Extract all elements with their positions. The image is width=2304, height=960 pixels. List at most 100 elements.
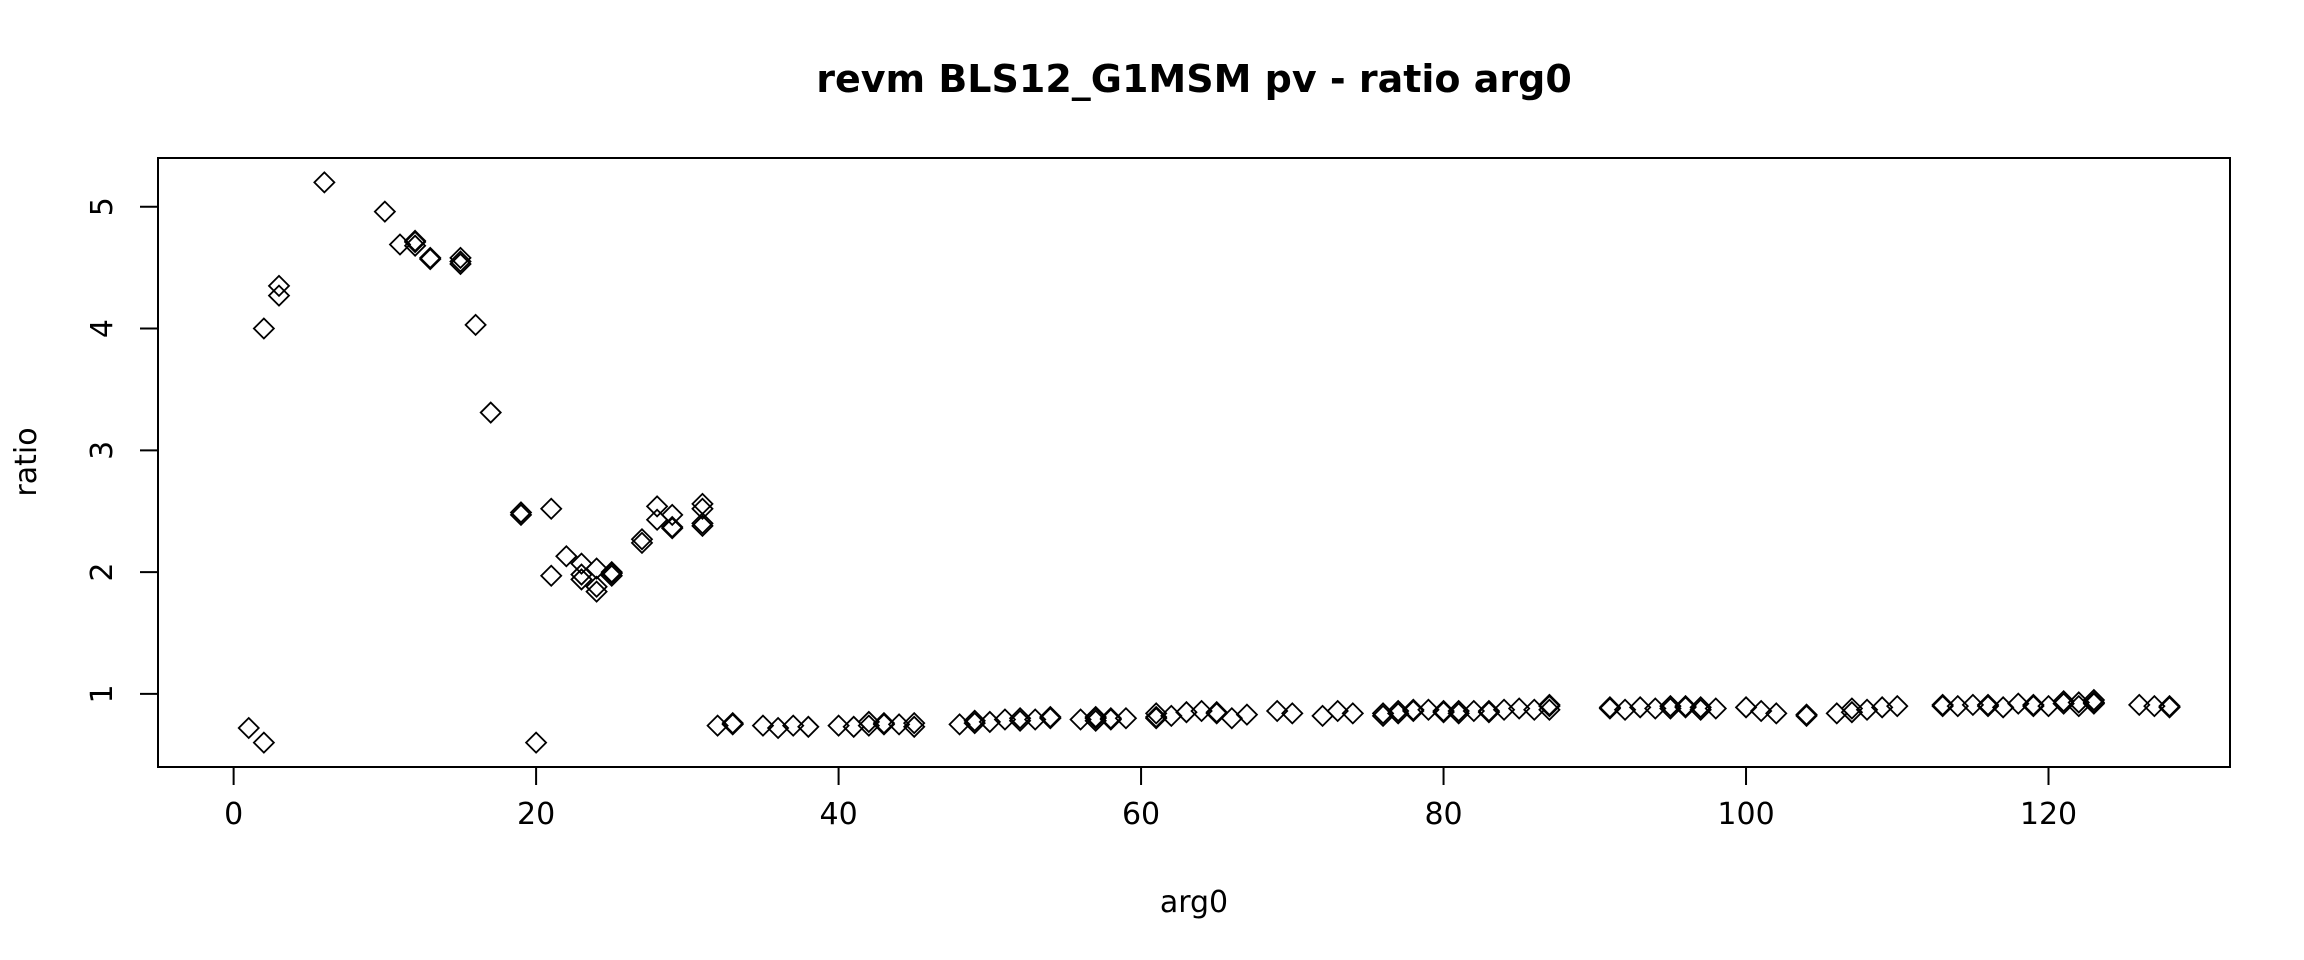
data-point: [857, 710, 881, 734]
data-points: [237, 171, 2181, 754]
data-point: [630, 531, 654, 555]
data-point: [403, 234, 427, 257]
data-point: [691, 497, 714, 521]
data-point: [600, 562, 623, 585]
data-point: [2006, 692, 2030, 715]
y-tick-label: 3: [85, 441, 120, 460]
data-point: [2082, 688, 2106, 712]
data-point: [1326, 699, 1349, 723]
data-point: [524, 731, 548, 754]
data-point: [1538, 693, 1561, 717]
data-point: [1689, 696, 1712, 719]
y-axis: 1 2 3 4 5: [85, 197, 159, 703]
data-point: [1598, 697, 1622, 720]
data-point: [555, 545, 578, 568]
data-point: [1538, 698, 1561, 722]
data-point: [539, 497, 563, 521]
data-point: [600, 564, 623, 588]
data-point: [539, 564, 563, 588]
data-point: [1008, 707, 1032, 730]
data-point: [872, 713, 896, 736]
data-point: [418, 246, 442, 270]
data-point: [1704, 697, 1728, 720]
data-point: [1795, 703, 1818, 726]
data-point: [2082, 692, 2106, 715]
data-point: [721, 713, 744, 736]
data-point: [1099, 707, 1123, 730]
data-point: [479, 401, 503, 424]
y-tick-label: 5: [85, 197, 120, 216]
data-point: [252, 317, 276, 340]
data-point: [902, 711, 926, 735]
x-tick-label: 80: [1424, 797, 1462, 832]
x-tick-label: 60: [1122, 797, 1160, 832]
data-point: [509, 501, 533, 524]
data-point: [660, 503, 684, 527]
x-tick-label: 20: [517, 797, 555, 832]
x-tick-label: 100: [1717, 797, 1774, 832]
x-tick-label: 0: [224, 797, 243, 832]
data-point: [1114, 707, 1138, 730]
data-point: [1447, 699, 1470, 723]
data-point: [827, 714, 850, 737]
x-tick-label: 120: [2020, 797, 2077, 832]
data-point: [1084, 705, 1107, 729]
data-point: [313, 171, 336, 194]
data-point: [1885, 694, 1909, 718]
data-point: [1507, 697, 1531, 720]
data-point: [585, 575, 608, 599]
data-point: [1795, 704, 1818, 728]
data-point: [509, 503, 533, 527]
data-point: [585, 580, 608, 603]
data-point: [267, 274, 291, 298]
x-tick-label: 40: [819, 797, 857, 832]
data-point: [2158, 694, 2181, 718]
data-point: [1931, 694, 1954, 718]
data-point: [1734, 696, 1758, 719]
chart-title: revm BLS12_G1MSM pv - ratio arg0: [816, 57, 1572, 101]
data-point: [1341, 702, 1365, 725]
data-point: [1190, 699, 1213, 723]
data-point: [2022, 694, 2045, 718]
data-point: [660, 515, 684, 539]
data-point: [1961, 693, 1985, 717]
data-point: [630, 527, 654, 551]
data-point: [1235, 703, 1259, 726]
data-point: [1205, 702, 1228, 725]
data-point: [1039, 705, 1062, 729]
x-axis: 0 20 40 60 80 100 120: [224, 766, 2077, 832]
data-point: [237, 716, 261, 740]
data-point: [902, 715, 926, 739]
data-point: [781, 714, 805, 737]
y-tick-label: 1: [85, 684, 120, 703]
data-point: [1281, 702, 1304, 725]
data-point: [570, 552, 593, 575]
data-point: [2052, 689, 2075, 713]
plot-frame: [157, 157, 2231, 768]
y-tick-label: 2: [85, 563, 120, 582]
data-point: [691, 512, 714, 535]
data-point: [751, 714, 775, 737]
x-axis-label: arg0: [1160, 885, 1228, 920]
data-point: [2127, 693, 2151, 717]
data-point: [1265, 699, 1289, 723]
y-tick-label: 4: [85, 319, 120, 338]
data-point: [1144, 702, 1168, 725]
data-point: [691, 514, 714, 538]
data-point: [449, 246, 472, 270]
data-point: [585, 557, 608, 580]
data-point: [1462, 699, 1486, 723]
data-point: [645, 495, 669, 518]
data-point: [267, 284, 291, 307]
data-point: [373, 200, 397, 223]
data-point: [1765, 702, 1788, 725]
data-point: [418, 247, 442, 271]
data-point: [2143, 694, 2166, 718]
data-point: [570, 568, 593, 591]
data-point: [1749, 699, 1773, 723]
data-point: [963, 709, 986, 732]
data-point: [1628, 696, 1652, 719]
data-point: [464, 313, 487, 337]
data-point: [1976, 693, 2000, 717]
